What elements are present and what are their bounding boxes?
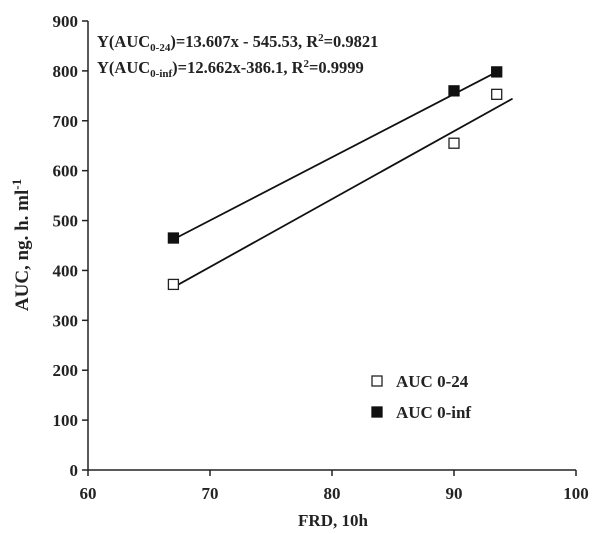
equation-annotation: Y(AUC0-inf)=12.662x-386.1, R2=0.9999 xyxy=(97,58,364,80)
y-axis-label-main: AUC, ng. h. ml xyxy=(12,190,33,311)
y-tick-label: 300 xyxy=(53,311,79,330)
y-axis-label: AUC, ng. h. ml-1 xyxy=(9,179,33,311)
y-tick-label: 500 xyxy=(53,212,79,231)
y-tick-label: 200 xyxy=(53,361,79,380)
x-tick-label: 100 xyxy=(563,484,589,503)
y-tick-label: 700 xyxy=(53,112,79,131)
axes xyxy=(82,20,577,476)
regression-lines xyxy=(172,69,513,289)
legend-label: AUC 0-inf xyxy=(396,403,471,422)
legend-marker xyxy=(371,375,383,387)
data-point xyxy=(167,232,180,244)
data-point xyxy=(167,278,180,291)
data-point xyxy=(448,137,460,149)
data-point xyxy=(491,88,503,100)
equation-text: =0.9999 xyxy=(309,58,364,77)
equation-text: =0.9821 xyxy=(324,32,379,51)
y-axis-label-superscript: -1 xyxy=(9,179,24,190)
equation-text: Y(AUC xyxy=(97,32,150,51)
equation-annotations: Y(AUC0-24)=13.607x - 545.53, R2=0.9821Y(… xyxy=(97,32,378,80)
x-tick-label: 60 xyxy=(80,484,97,503)
data-point xyxy=(491,66,503,78)
x-axis-label: FRD, 10h xyxy=(298,511,368,530)
tick-labels: 0 100 200 300 400 500 600 700 800 900 60 70 80 90 100 xyxy=(53,12,589,503)
regression-line xyxy=(172,69,501,241)
x-tick-label: 80 xyxy=(324,484,341,503)
equation-superscript: 2 xyxy=(303,58,309,70)
equation-subscript: 0-24 xyxy=(150,42,171,54)
regression-line xyxy=(172,97,513,289)
equation-annotation: Y(AUC0-24)=13.607x - 545.53, R2=0.9821 xyxy=(97,32,378,54)
y-tick-label: 900 xyxy=(53,12,79,31)
y-tick-label: 100 xyxy=(53,411,79,430)
data-point xyxy=(448,85,460,97)
x-tick-label: 70 xyxy=(202,484,219,503)
legend: AUC 0-24 AUC 0-inf xyxy=(371,372,471,422)
x-tick-label: 90 xyxy=(446,484,463,503)
data-points xyxy=(167,66,503,291)
equation-text: )=13.607x - 545.53, R xyxy=(170,32,319,51)
y-tick-label: 0 xyxy=(70,461,79,480)
equation-text: )=12.662x-386.1, R xyxy=(172,58,304,77)
y-tick-label: 400 xyxy=(53,261,79,280)
legend-label: AUC 0-24 xyxy=(396,372,469,391)
equation-subscript: 0-inf xyxy=(150,68,172,80)
y-tick-label: 600 xyxy=(53,162,79,181)
legend-marker xyxy=(371,406,383,418)
y-tick-label: 800 xyxy=(53,62,79,81)
equation-superscript: 2 xyxy=(318,32,324,44)
equation-text: Y(AUC xyxy=(97,58,150,77)
